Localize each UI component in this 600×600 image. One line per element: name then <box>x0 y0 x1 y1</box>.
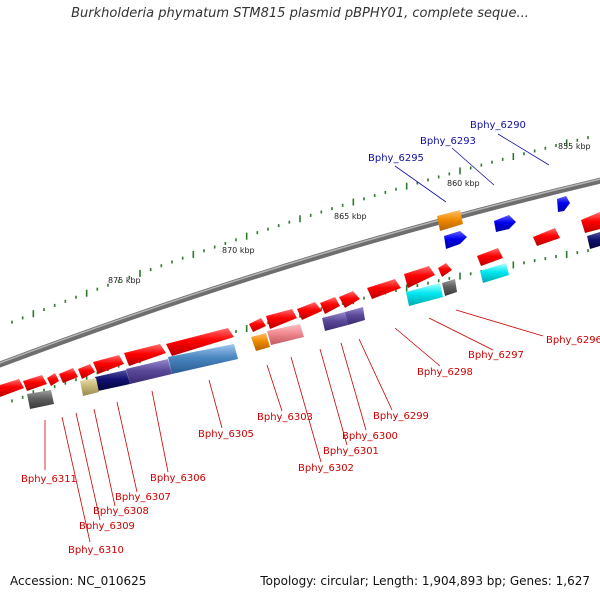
gene-label-bphy-6293[interactable]: Bphy_6293 <box>420 136 476 147</box>
forward-genes <box>0 196 600 397</box>
gene-arrow[interactable] <box>581 212 600 233</box>
gene-arrow[interactable] <box>124 344 166 366</box>
genome-summary-text: Topology: circular; Length: 1,904,893 bp… <box>260 574 590 588</box>
gene-label-bphy-6310[interactable]: Bphy_6310 <box>68 545 124 556</box>
gene-label-bphy-6308[interactable]: Bphy_6308 <box>93 506 149 517</box>
gene-arrow[interactable] <box>166 328 234 356</box>
gene-box[interactable] <box>345 307 365 325</box>
gene-box[interactable] <box>406 283 443 306</box>
gene-arrow[interactable] <box>533 228 560 246</box>
gene-label-bphy-6296[interactable]: Bphy_6296 <box>546 335 600 346</box>
gene-arrow[interactable] <box>93 355 124 374</box>
gene-box[interactable] <box>168 344 238 374</box>
gene-arrow[interactable] <box>404 266 435 288</box>
gene-box[interactable] <box>126 359 172 384</box>
gene-arrow[interactable] <box>477 248 503 266</box>
gene-label-bphy-6298[interactable]: Bphy_6298 <box>417 367 473 378</box>
gene-label-bphy-6290[interactable]: Bphy_6290 <box>470 120 526 131</box>
gene-label-bphy-6311[interactable]: Bphy_6311 <box>21 474 77 485</box>
gene-arrow[interactable] <box>0 379 24 397</box>
gene-label-bphy-6302[interactable]: Bphy_6302 <box>298 463 354 474</box>
gene-label-bphy-6309[interactable]: Bphy_6309 <box>79 521 135 532</box>
gene-box[interactable] <box>27 390 54 409</box>
gene-arrow[interactable] <box>266 309 297 329</box>
map-title: Burkholderia phymatum STM815 plasmid pBP… <box>71 6 529 21</box>
gene-label-bphy-6300[interactable]: Bphy_6300 <box>342 431 398 442</box>
gene-arrow[interactable] <box>23 375 47 391</box>
gene-arrow[interactable] <box>297 302 322 320</box>
gene-arrow[interactable] <box>557 196 570 212</box>
scale-label-855: 855 kbp <box>558 142 591 151</box>
gene-box[interactable] <box>267 324 304 345</box>
gene-box[interactable] <box>95 370 130 391</box>
gene-arrow[interactable] <box>249 318 266 332</box>
gene-box[interactable] <box>442 279 457 296</box>
gene-label-bphy-6299[interactable]: Bphy_6299 <box>373 411 429 422</box>
gene-arrow[interactable] <box>339 291 360 308</box>
reverse-leaders <box>44 309 544 543</box>
gene-label-bphy-6303[interactable]: Bphy_6303 <box>257 412 313 423</box>
gene-box[interactable] <box>80 378 99 396</box>
gene-box[interactable] <box>480 263 509 283</box>
reverse-genes <box>27 232 600 409</box>
gene-box[interactable] <box>437 210 463 231</box>
scale-label-875: 875 kbp <box>108 276 141 285</box>
gene-box[interactable] <box>587 232 600 249</box>
gene-arrow[interactable] <box>444 231 467 249</box>
gene-arrow[interactable] <box>320 297 340 314</box>
gene-box[interactable] <box>251 333 270 351</box>
gene-box[interactable] <box>322 312 348 331</box>
gene-label-bphy-6297[interactable]: Bphy_6297 <box>468 350 524 361</box>
gene-label-bphy-6306[interactable]: Bphy_6306 <box>150 473 206 484</box>
scale-label-865: 865 kbp <box>334 212 367 221</box>
accession-text: Accession: NC_010625 <box>10 574 147 588</box>
scale-label-860: 860 kbp <box>447 179 480 188</box>
gene-arrow[interactable] <box>59 368 78 383</box>
forward-leaders <box>394 133 550 203</box>
scale-label-870: 870 kbp <box>222 246 255 255</box>
gene-arrow[interactable] <box>367 279 401 299</box>
gene-arrow[interactable] <box>78 364 95 379</box>
plasmid-backbone <box>0 177 600 368</box>
gene-label-bphy-6307[interactable]: Bphy_6307 <box>115 492 171 503</box>
scale-ticks-outer <box>11 136 589 324</box>
gene-label-bphy-6305[interactable]: Bphy_6305 <box>198 429 254 440</box>
gene-arrow[interactable] <box>494 215 516 232</box>
gene-label-bphy-6301[interactable]: Bphy_6301 <box>323 446 379 457</box>
gene-label-bphy-6295[interactable]: Bphy_6295 <box>368 153 424 164</box>
gene-arrow[interactable] <box>47 373 59 386</box>
gene-arrow[interactable] <box>438 263 452 277</box>
